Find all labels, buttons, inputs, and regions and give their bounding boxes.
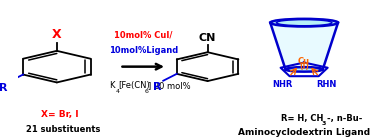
Polygon shape	[270, 23, 338, 69]
Text: CN: CN	[199, 33, 216, 43]
Text: (I): (I)	[299, 62, 309, 71]
Text: 4: 4	[115, 89, 119, 94]
Text: Aminocyclodextrin Ligand: Aminocyclodextrin Ligand	[238, 128, 370, 137]
Ellipse shape	[285, 67, 323, 72]
Text: 10mol%Ligand: 10mol%Ligand	[108, 46, 178, 55]
Text: K: K	[109, 81, 115, 90]
Text: RHN: RHN	[316, 80, 336, 89]
Text: NHR: NHR	[272, 80, 292, 89]
Text: R: R	[0, 83, 8, 93]
Text: X= Br, I: X= Br, I	[42, 110, 79, 119]
Ellipse shape	[270, 19, 338, 27]
Ellipse shape	[276, 20, 332, 26]
Text: R: R	[153, 82, 161, 92]
Text: 3: 3	[322, 121, 326, 126]
Text: Cu: Cu	[298, 57, 310, 66]
Text: 6: 6	[145, 89, 149, 94]
Text: [Fe(CN): [Fe(CN)	[118, 81, 150, 90]
Text: ] 20 mol%: ] 20 mol%	[148, 81, 190, 90]
Text: -, n-Bu-: -, n-Bu-	[327, 114, 363, 123]
Text: 21 substituents: 21 substituents	[26, 125, 101, 134]
Text: R= H, CH: R= H, CH	[281, 114, 324, 123]
Text: 10mol% CuI/: 10mol% CuI/	[114, 31, 172, 39]
Text: X: X	[52, 28, 62, 41]
